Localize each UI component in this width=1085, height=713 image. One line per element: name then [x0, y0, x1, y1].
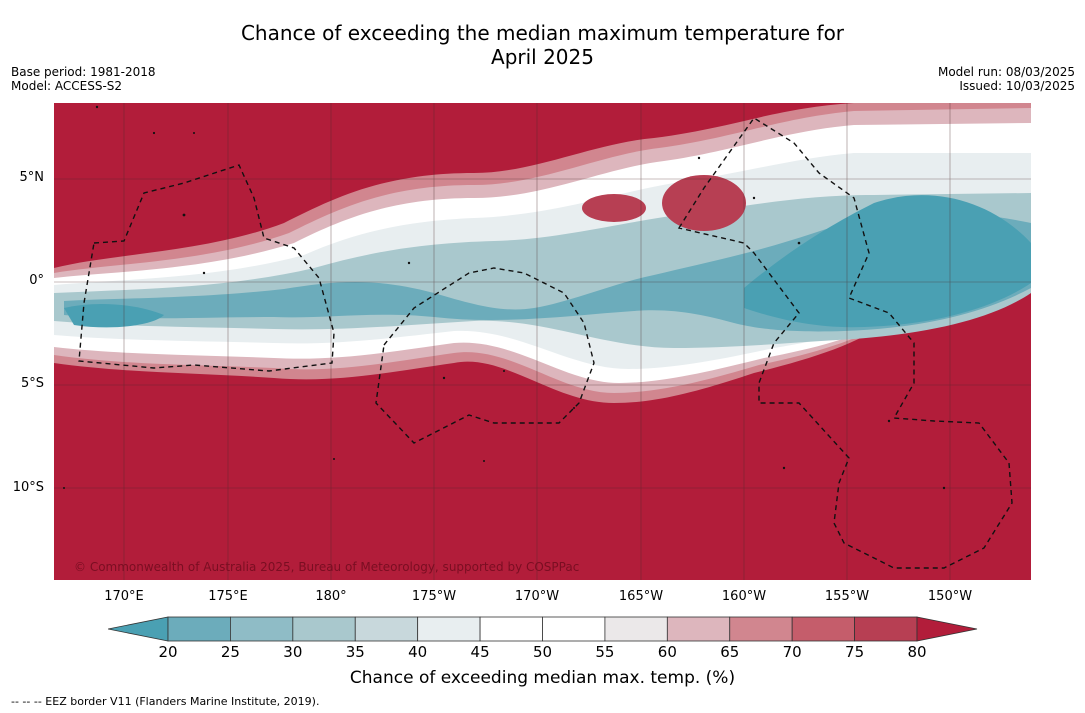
colorbar-low-arrow — [108, 616, 169, 642]
issued-date: Issued: 10/03/2025 — [959, 79, 1075, 93]
colorbar-tick-label: 20 — [158, 643, 178, 661]
colorbar-cell — [417, 616, 481, 642]
colorbar-tick-label: 55 — [595, 643, 615, 661]
colorbar-cell — [542, 616, 606, 642]
title-line-2: April 2025 — [491, 45, 594, 69]
lon-label: 165°W — [618, 589, 664, 604]
map-title: Chance of exceeding the median maximum t… — [0, 21, 1085, 69]
lon-label: 150°W — [927, 589, 973, 604]
colorbar-cell — [854, 616, 918, 642]
forecast-field — [54, 103, 1031, 580]
model-info: Base period: 1981-2018 Model: ACCESS-S2 — [11, 65, 156, 93]
colorbar-cell — [729, 616, 793, 642]
contour-20-west — [64, 303, 164, 328]
lon-label: 170°W — [514, 589, 560, 604]
colorbar — [108, 616, 978, 642]
colorbar-cell — [479, 616, 543, 642]
copyright-notice: © Commonwealth of Australia 2025, Bureau… — [74, 560, 580, 574]
graticule — [54, 103, 1031, 580]
lat-label-10s: 10°S — [12, 480, 44, 495]
lon-label: 155°W — [824, 589, 870, 604]
colorbar-tick-label: 50 — [532, 643, 553, 661]
colorbar-tick-label: 75 — [845, 643, 865, 661]
title-line-1: Chance of exceeding the median maximum t… — [240, 21, 845, 45]
colorbar-tick-label: 45 — [470, 643, 490, 661]
colorbar-cell — [292, 616, 356, 642]
base-period: Base period: 1981-2018 — [11, 65, 156, 79]
run-info: Model run: 08/03/2025 Issued: 10/03/2025 — [938, 65, 1075, 93]
colorbar-tick-label: 40 — [408, 643, 428, 661]
colorbar-high-arrow — [916, 616, 978, 642]
colorbar-tick-label: 25 — [220, 643, 240, 661]
lon-label: 170°E — [104, 589, 144, 604]
eez-legend: -- -- -- EEZ border V11 (Flanders Marine… — [11, 695, 320, 708]
lon-label: 180° — [315, 589, 347, 604]
lat-label-equator: 0° — [29, 273, 44, 288]
eez-borders — [78, 117, 1013, 569]
colorbar-cell — [791, 616, 855, 642]
island-dots — [63, 105, 946, 490]
colorbar-tick-label: 60 — [657, 643, 677, 661]
colorbar-tick-label: 30 — [283, 643, 303, 661]
colorbar-cell — [604, 616, 668, 642]
lat-label-5n: 5°N — [19, 170, 45, 185]
warm-blob-north — [662, 175, 746, 231]
warm-blob-central — [582, 194, 646, 222]
map-area: © Commonwealth of Australia 2025, Bureau… — [54, 103, 1031, 580]
colorbar-title: Chance of exceeding median max. temp. (%… — [349, 668, 736, 688]
lat-label-5s: 5°S — [20, 376, 44, 391]
colorbar-cell — [230, 616, 294, 642]
model-run-date: Model run: 08/03/2025 — [937, 65, 1075, 79]
contour-20-east — [744, 195, 1031, 328]
model-name: Model: ACCESS-S2 — [11, 79, 123, 93]
colorbar-cell — [354, 616, 419, 642]
lon-label: 160°W — [721, 589, 767, 604]
lon-label: 175°W — [411, 589, 457, 604]
colorbar-cell — [167, 616, 231, 642]
lon-label: 175°E — [208, 589, 248, 604]
colorbar-tick-label: 80 — [907, 643, 927, 661]
colorbar-tick-label: 35 — [345, 643, 365, 661]
colorbar-tick-label: 65 — [720, 643, 740, 661]
colorbar-cell — [666, 616, 731, 642]
colorbar-svg — [108, 616, 978, 642]
colorbar-tick-label: 70 — [782, 643, 802, 661]
